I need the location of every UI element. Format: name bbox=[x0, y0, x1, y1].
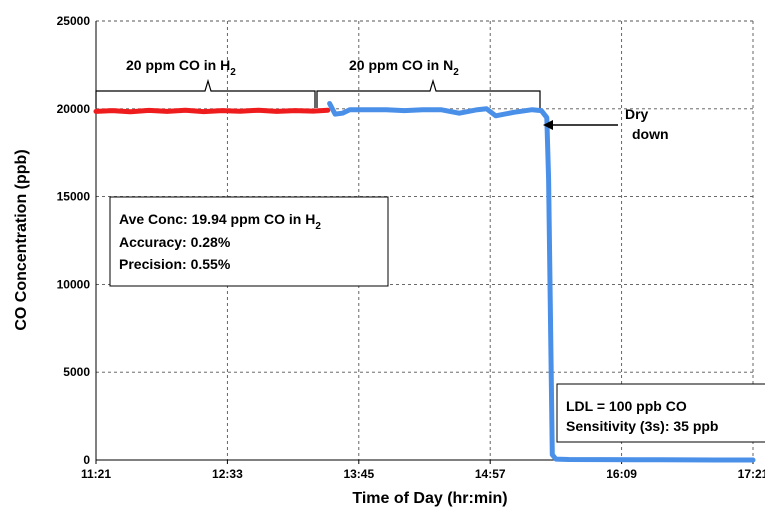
x-axis-title: Time of Day (hr:min) bbox=[352, 490, 507, 507]
tick-labels: 0 5000 10000 15000 20000 25000 11:21 12:33 13:45… bbox=[57, 14, 765, 481]
y-axis-title: CO Concentration (ppb) bbox=[13, 149, 30, 330]
x-tick-label: 12:33 bbox=[212, 467, 243, 481]
series-line-n2 bbox=[327, 101, 756, 463]
dry-down-label-line1: Dry bbox=[625, 106, 649, 122]
ldl-box-border bbox=[556, 383, 765, 443]
dry-down-label-line2: down bbox=[632, 126, 669, 142]
n2-bracket bbox=[316, 78, 541, 108]
x-tick-label: 16:09 bbox=[606, 467, 637, 481]
n2-label: 20 ppm CO in N2 bbox=[349, 57, 459, 78]
h2-label: 20 ppm CO in H2 bbox=[126, 57, 236, 78]
x-tick-label: 11:21 bbox=[81, 467, 111, 481]
stats-precision: Precision: 0.55% bbox=[119, 256, 231, 272]
y-tick-label: 5000 bbox=[63, 365, 90, 379]
y-tick-label: 25000 bbox=[57, 14, 91, 28]
series-line-h2 bbox=[93, 107, 331, 115]
stats-box-border bbox=[109, 196, 389, 287]
y-tick-label: 20000 bbox=[57, 102, 91, 116]
ldl-line: LDL = 100 ppb CO bbox=[566, 398, 687, 414]
y-tick-label: 15000 bbox=[57, 190, 91, 204]
stats-accuracy: Accuracy: 0.28% bbox=[119, 234, 231, 250]
dry-down-arrowhead bbox=[543, 120, 553, 130]
stats-box: Ave Conc: 19.94 ppm CO in H2 Accuracy: 0… bbox=[109, 196, 389, 287]
series bbox=[93, 101, 756, 463]
x-tick-label: 14:57 bbox=[475, 467, 506, 481]
y-tick-label: 10000 bbox=[57, 277, 91, 291]
stats-ave-conc: Ave Conc: 19.94 ppm CO in H2 bbox=[119, 211, 321, 232]
x-tick-label: 13:45 bbox=[343, 467, 374, 481]
h2-bracket bbox=[95, 78, 316, 108]
sensitivity-line: Sensitivity (3s): 35 ppb bbox=[566, 418, 718, 434]
x-tick-label: 17:21 bbox=[738, 467, 765, 481]
n2-bracket-annotation: 20 ppm CO in N2 bbox=[316, 57, 541, 108]
h2-bracket-annotation: 20 ppm CO in H2 bbox=[95, 57, 316, 108]
ldl-box: LDL = 100 ppb CO Sensitivity (3s): 35 pp… bbox=[556, 383, 765, 443]
y-tick-label: 0 bbox=[83, 453, 90, 467]
dry-down-annotation: Dry down bbox=[543, 106, 669, 142]
